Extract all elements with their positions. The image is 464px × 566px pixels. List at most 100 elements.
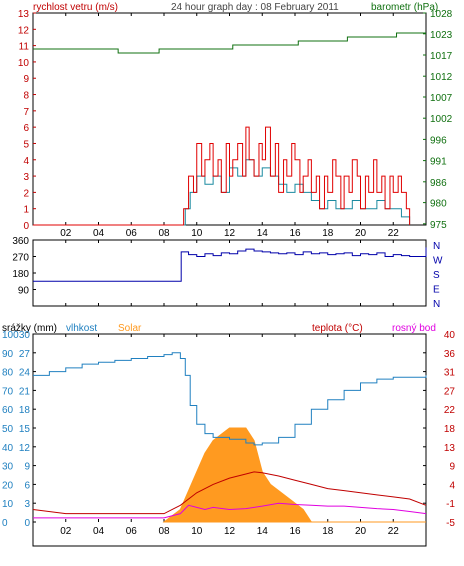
- x-tick-label: 12: [224, 228, 236, 239]
- precip-tick-label: 18: [19, 405, 31, 416]
- humidity-tick-label: 100: [2, 330, 19, 341]
- precip-tick-label: 12: [19, 443, 31, 454]
- wind-tick-label: 7: [23, 107, 29, 118]
- x-tick-label: 06: [126, 228, 138, 239]
- x-tick-label: 02: [60, 526, 72, 537]
- barometer-tick-label: 1012: [430, 72, 453, 83]
- x-tick-label: 18: [322, 228, 334, 239]
- precip-label: srážky (mm): [2, 323, 57, 334]
- precip-tick-label: 15: [19, 424, 31, 435]
- temperature-tick-label: 4: [449, 480, 455, 491]
- precip-tick-label: 6: [24, 480, 30, 491]
- wind-direction-line: [33, 247, 427, 282]
- compass-tick-label: E: [433, 285, 440, 296]
- x-tick-label: 12: [224, 526, 236, 537]
- humidity-label: vlhkost: [66, 323, 97, 334]
- precip-tick-label: 21: [19, 386, 31, 397]
- temperature-tick-label: 36: [444, 349, 456, 360]
- humidity-tick-label: 80: [2, 368, 14, 379]
- precip-tick-label: 24: [19, 368, 31, 379]
- temperature-tick-label: -1: [446, 499, 455, 510]
- wind-tick-label: 8: [23, 91, 29, 102]
- direction-tick-label: 90: [18, 286, 30, 297]
- panel-wind: [32, 12, 427, 226]
- barometer-line: [33, 32, 426, 54]
- x-tick-label: 16: [289, 526, 301, 537]
- x-tick-label: 22: [388, 526, 400, 537]
- precip-tick-label: 27: [19, 349, 31, 360]
- precip-tick-label: 9: [24, 462, 30, 473]
- humidity-tick-label: 30: [2, 462, 14, 473]
- humidity-tick-label: 10: [2, 499, 14, 510]
- barometer-axis-label: barometr (hPa): [371, 2, 438, 13]
- x-tick-label: 10: [191, 228, 203, 239]
- temperature-label: teplota (°C): [312, 323, 363, 334]
- temperature-tick-label: 13: [444, 443, 456, 454]
- dewpoint-line: [33, 502, 427, 519]
- x-tick-label: 08: [158, 526, 170, 537]
- x-tick-label: 14: [257, 526, 269, 537]
- x-tick-label: 06: [126, 526, 138, 537]
- average-wind-line: [33, 159, 411, 226]
- dewpoint-label: rosný bod: [392, 323, 436, 334]
- x-tick-label: 16: [289, 228, 301, 239]
- humidity-tick-label: 20: [2, 480, 14, 491]
- barometer-tick-label: 1017: [430, 51, 453, 62]
- temperature-tick-label: 40: [444, 330, 456, 341]
- solar-label: Solar: [118, 323, 142, 334]
- wind-gust-line: [33, 126, 411, 226]
- barometer-tick-label: 980: [430, 199, 447, 210]
- temperature-tick-label: 22: [444, 405, 456, 416]
- barometer-tick-label: 975: [430, 220, 447, 231]
- wind-tick-label: 10: [18, 58, 30, 69]
- temperature-line: [32, 471, 427, 515]
- precip-tick-label: 0: [24, 518, 30, 529]
- wind-tick-label: 2: [23, 188, 29, 199]
- barometer-tick-label: 986: [430, 178, 447, 189]
- humidity-tick-label: 40: [2, 443, 14, 454]
- humidity-tick-label: 90: [2, 349, 14, 360]
- wind-tick-label: 0: [23, 221, 29, 232]
- x-tick-label: 08: [158, 228, 170, 239]
- wind-tick-label: 9: [23, 74, 29, 85]
- x-tick-label: 04: [93, 228, 105, 239]
- wind-tick-label: 4: [23, 156, 29, 167]
- barometer-tick-label: 1028: [430, 9, 453, 20]
- humidity-tick-label: 60: [2, 405, 14, 416]
- panel-direction: [32, 239, 427, 307]
- barometer-tick-label: 1002: [430, 114, 453, 125]
- direction-tick-label: 180: [12, 269, 29, 280]
- wind-tick-label: 5: [23, 139, 29, 150]
- compass-tick-label: S: [433, 270, 440, 281]
- solar-area: [162, 427, 426, 523]
- wind-axis-label: rychlost vetru (m/s): [33, 2, 118, 13]
- x-tick-label: 04: [93, 526, 105, 537]
- x-tick-label: 18: [322, 526, 334, 537]
- chart-marks: 1312111098765432101028102310171012100710…: [2, 9, 455, 537]
- barometer-tick-label: 991: [430, 157, 447, 168]
- compass-tick-label: N: [433, 299, 440, 310]
- humidity-tick-label: 70: [2, 386, 14, 397]
- humidity-tick-label: 0: [2, 518, 8, 529]
- humidity-line: [33, 352, 427, 446]
- wind-tick-label: 12: [18, 25, 30, 36]
- direction-tick-label: 270: [12, 253, 29, 264]
- temperature-tick-label: 18: [444, 424, 456, 435]
- temperature-tick-label: 27: [444, 386, 456, 397]
- wind-tick-label: 6: [23, 123, 29, 134]
- wind-tick-label: 1: [23, 205, 29, 216]
- barometer-tick-label: 1007: [430, 93, 453, 104]
- x-tick-label: 10: [191, 526, 203, 537]
- precip-tick-label: 30: [19, 330, 31, 341]
- x-tick-label: 14: [257, 228, 269, 239]
- temperature-tick-label: -5: [446, 518, 455, 529]
- compass-tick-label: N: [433, 241, 440, 252]
- x-tick-label: 02: [60, 228, 72, 239]
- barometer-tick-label: 1023: [430, 30, 453, 41]
- precip-tick-label: 3: [24, 499, 30, 510]
- direction-tick-label: 360: [12, 236, 29, 247]
- x-tick-label: 20: [355, 526, 367, 537]
- x-tick-label: 22: [388, 228, 400, 239]
